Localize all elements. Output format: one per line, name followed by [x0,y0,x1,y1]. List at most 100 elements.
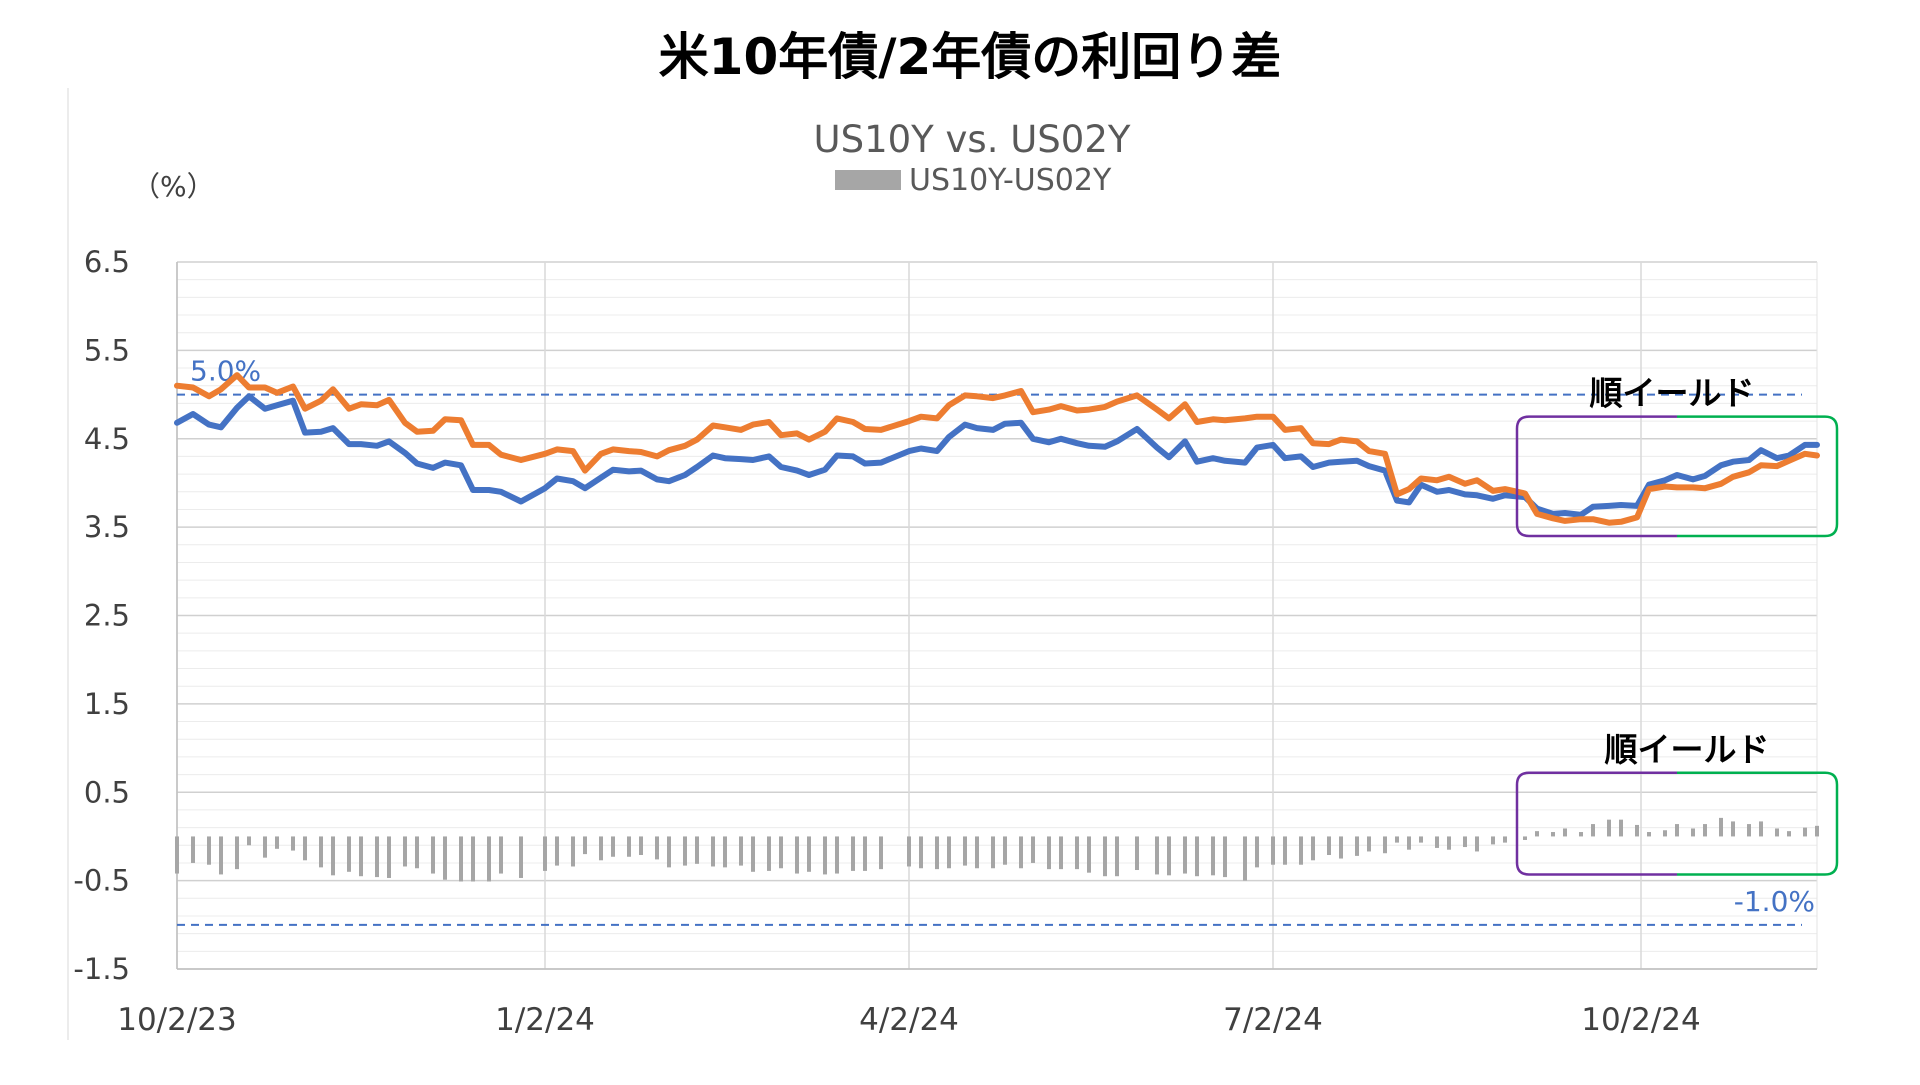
spread-bar [1551,832,1555,837]
spread-bar [779,836,783,869]
spread-bar [1339,836,1343,859]
legend-label-spread: US10Y-US02Y [909,163,1112,198]
spread-bar [683,836,687,866]
spread-bar [1255,836,1259,868]
spread-bar [963,836,967,866]
spread-bar [499,836,503,874]
spread-bar [1327,836,1331,855]
spread-bar [235,836,239,870]
gridlines [176,261,1818,970]
reference-lines: 5.0%-1.0% [177,355,1815,926]
spread-bar [1419,836,1423,843]
spread-bar [599,836,603,861]
y-tick-label: -1.5 [73,952,130,986]
spread-bar [739,836,743,866]
spread-bar [627,836,631,857]
spread-bar [711,836,715,867]
main-title: 米10年債/2年債の利回り差 [659,28,1282,86]
y-tick-label: 0.5 [84,775,130,809]
callout-border-left [1515,771,1677,876]
spread-bar [1223,836,1227,878]
spread-bar [1475,836,1479,852]
spread-bar [175,836,179,874]
spread-bar [1619,819,1623,837]
spread-bar [1607,819,1611,837]
y-tick-label: 3.5 [84,510,130,544]
callout-label-lower: 順イールド [1605,730,1770,769]
spread-bar [1447,836,1451,850]
spread-bar [1787,831,1791,837]
spread-bar [319,836,323,868]
spread-bar [1271,836,1275,865]
spread-bar [207,836,211,865]
spread-bar [1047,836,1051,870]
spread-bar [263,836,267,858]
spread-bar [1367,836,1371,852]
spread-bar [879,836,883,870]
spread-bar [1115,836,1119,877]
spread-bar [1535,831,1539,837]
spread-bar [1591,824,1595,837]
x-tick-label: 4/2/24 [859,1002,959,1038]
spread-bar [991,836,995,869]
spread-bar [935,836,939,870]
spread-bar [1395,836,1399,843]
spread-bar [1703,824,1707,837]
callout-box-upper [1515,415,1839,538]
spread-bar [543,836,547,871]
spread-bar [303,836,307,861]
spread-bar [1167,836,1171,876]
spread-bar [247,836,251,846]
y-tick-label: 1.5 [84,687,130,721]
spread-bar [1383,836,1387,854]
spread-bar [1759,821,1763,837]
spread-bar [1103,836,1107,877]
spread-bar [639,836,643,855]
spread-bar [375,836,379,878]
spread-bar [1283,836,1287,865]
spread-bar [1135,836,1139,871]
spread-bar [1311,836,1315,861]
spread-bar [655,836,659,860]
yield-lines [174,372,1820,526]
spread-bar [1019,836,1023,869]
spread-bar [1463,836,1467,848]
spread-bar [1211,836,1215,876]
spread-bar [1003,836,1007,865]
spread-bar [695,836,699,864]
spread-bar [471,836,475,882]
callout-label-upper: 順イールド [1590,374,1755,413]
spread-bar [1815,825,1819,837]
spread-bar [1299,836,1303,865]
chart-title: US10Y vs. US02Y [814,118,1131,161]
spread-bar [1563,828,1567,837]
y-tick-label: 5.5 [84,333,130,367]
y-tick-label: -0.5 [73,864,130,898]
spread-bar [191,836,195,863]
spread-bar [823,836,827,875]
spread-bar [555,836,559,866]
spread-bar [291,836,295,851]
spread-bar [1635,824,1639,837]
spread-bar [1731,821,1735,837]
spread-bar [1243,836,1247,881]
spread-bar [1691,828,1695,837]
spread-bar [431,836,435,874]
spread-bar [667,836,671,868]
spread-bar [851,836,855,871]
line-us10y [174,393,1820,518]
spread-bar [219,836,223,875]
spread-bar [571,836,575,867]
spread-bar [863,836,867,871]
spread-bar [331,836,335,876]
spread-bar [1195,836,1199,877]
spread-bar [1775,828,1779,837]
spread-bar [907,836,911,867]
spread-bar [1675,824,1679,837]
spread-bar [1155,836,1159,875]
callout-border-left [1515,415,1677,538]
spread-bar [1435,836,1439,848]
spread-bar [1647,832,1651,837]
spread-bar [611,836,615,857]
